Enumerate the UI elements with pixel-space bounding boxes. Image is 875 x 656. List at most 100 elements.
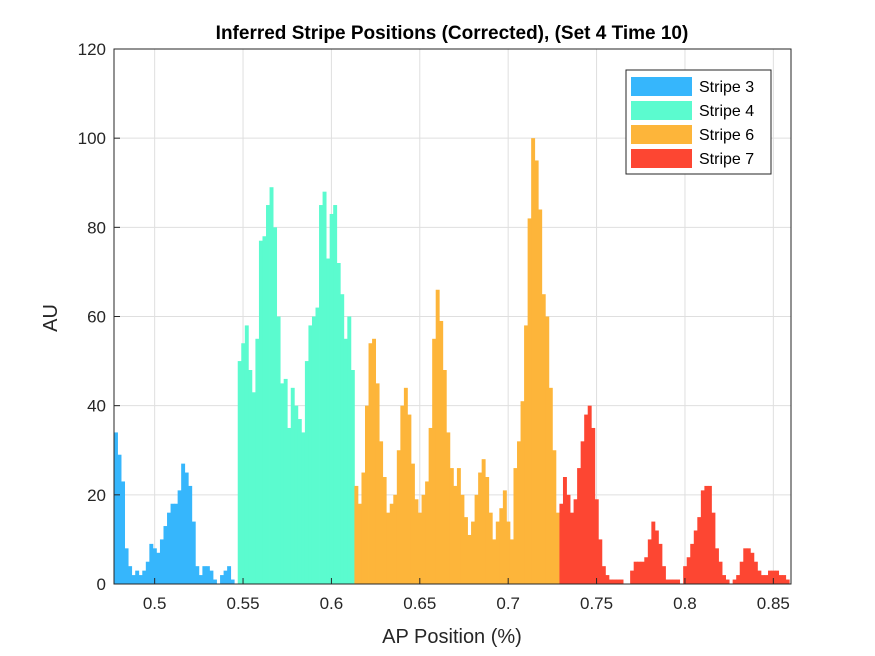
- bar-stripe-4-20: [630, 570, 635, 584]
- bar-stripe-1-18: [177, 490, 182, 584]
- x-tick-label-0: 0.5: [143, 594, 167, 613]
- bar-stripe-3-57: [555, 512, 560, 584]
- bar-stripe-1-12: [156, 552, 161, 584]
- y-tick-label-4: 80: [87, 218, 106, 237]
- bar-stripe-1-11: [152, 548, 157, 584]
- bar-stripe-3-20: [425, 481, 430, 584]
- bar-stripe-2-17: [297, 419, 302, 584]
- bar-stripe-3-24: [439, 320, 444, 584]
- bar-stripe-4-16: [616, 579, 620, 584]
- bar-stripe-4-23: [640, 561, 645, 584]
- bar-stripe-3-4: [368, 343, 373, 584]
- bar-stripe-3-21: [428, 427, 433, 584]
- bar-stripe-1-25: [202, 566, 207, 584]
- bar-stripe-2-21: [311, 316, 316, 584]
- bar-stripe-1-13: [159, 539, 164, 584]
- bar-stripe-4-4: [573, 499, 578, 584]
- bar-stripe-4-17: [619, 579, 624, 584]
- bar-stripe-2-27: [333, 205, 338, 584]
- bar-stripe-4-29: [661, 566, 666, 584]
- bar-stripe-4-33: [676, 579, 681, 584]
- bar-stripe-3-8: [382, 477, 387, 584]
- bar-stripe-3-48: [524, 325, 529, 584]
- bar-stripe-2-28: [336, 263, 341, 584]
- bar-stripe-3-46: [517, 441, 521, 584]
- bar-stripe-3-54: [545, 316, 550, 584]
- bar-stripe-4-32: [672, 579, 677, 584]
- bar-stripe-4-35: [683, 566, 688, 584]
- bar-stripe-2-13: [283, 378, 288, 584]
- bar-stripe-3-45: [513, 468, 518, 584]
- bar-stripe-3-32: [467, 534, 472, 584]
- bar-stripe-3-10: [389, 503, 394, 584]
- bar-stripe-3-37: [485, 477, 490, 584]
- bar-stripe-1-22: [191, 521, 196, 584]
- y-tick-label-5: 100: [78, 129, 106, 148]
- bar-stripe-1-20: [184, 472, 189, 584]
- bar-stripe-3-50: [531, 138, 536, 584]
- legend-swatch-2: [631, 101, 692, 120]
- bar-stripe-2-30: [343, 338, 348, 584]
- bar-stripe-3-40: [495, 521, 500, 584]
- bar-stripe-4-27: [654, 530, 659, 584]
- bar-stripe-1-30: [220, 575, 224, 584]
- bar-stripe-4-1: [562, 477, 567, 584]
- bar-stripe-3-47: [520, 401, 525, 584]
- bar-stripe-1-10: [149, 543, 154, 584]
- bar-stripe-3-44: [509, 539, 514, 584]
- legend-label-1: Stripe 3: [699, 79, 754, 96]
- bar-stripe-2-9: [269, 187, 274, 585]
- bar-stripe-3-26: [446, 432, 451, 584]
- bar-stripe-4-60: [771, 570, 776, 584]
- bar-stripe-1-8: [142, 570, 147, 584]
- bar-stripe-4-14: [608, 579, 613, 584]
- bar-stripe-2-23: [319, 205, 323, 584]
- bar-stripe-2-24: [322, 191, 327, 584]
- bar-stripe-4-31: [669, 579, 673, 584]
- bar-stripe-1-19: [181, 463, 186, 584]
- legend: Stripe 3 Stripe 4 Stripe 6 Stripe 7: [625, 69, 772, 175]
- bar-stripe-3-11: [393, 494, 398, 584]
- bar-stripe-3-27: [449, 468, 454, 584]
- bar-stripe-4-40: [700, 490, 705, 584]
- bar-stripe-1-26: [205, 566, 210, 584]
- bar-stripe-4-41: [704, 485, 709, 584]
- bar-stripe-2-12: [280, 383, 285, 584]
- bar-stripe-3-36: [481, 459, 486, 584]
- bar-stripe-1-0: [114, 432, 118, 584]
- bar-stripe-4-39: [697, 517, 702, 584]
- bar-stripe-3-43: [506, 521, 511, 584]
- bar-stripe-1-33: [230, 579, 235, 584]
- bar-stripe-3-41: [499, 508, 504, 584]
- bar-stripe-4-25: [647, 539, 652, 584]
- bar-stripe-2-16: [294, 405, 299, 584]
- bar-stripe-4-2: [566, 494, 571, 584]
- bar-stripe-3-30: [460, 494, 465, 584]
- bar-stripe-4-24: [644, 557, 649, 584]
- bar-stripe-2-0: [237, 361, 242, 584]
- bar-stripe-4-42: [707, 485, 712, 584]
- bar-stripe-2-7: [262, 236, 267, 584]
- bar-stripe-3-42: [502, 490, 507, 584]
- bar-stripe-4-52: [743, 548, 748, 584]
- bar-stripe-3-25: [442, 370, 447, 584]
- bar-stripe-3-35: [478, 472, 483, 584]
- bar-stripe-2-10: [273, 227, 278, 585]
- bar-stripe-3-23: [435, 289, 440, 584]
- bar-stripe-3-19: [421, 494, 426, 584]
- bar-stripe-4-7: [584, 414, 589, 584]
- bar-stripe-2-11: [276, 316, 281, 584]
- bar-stripe-4-61: [775, 570, 780, 584]
- bar-stripe-4-0: [559, 503, 564, 584]
- bar-stripe-4-36: [686, 557, 691, 584]
- bar-stripe-2-19: [304, 361, 309, 584]
- bar-stripe-1-4: [128, 566, 133, 584]
- bar-stripe-4-55: [753, 561, 758, 584]
- bar-stripe-1-27: [209, 570, 214, 584]
- bar-stripe-2-8: [266, 205, 270, 584]
- bar-stripe-4-21: [633, 561, 638, 584]
- bar-stripe-3-52: [538, 209, 543, 584]
- bar-stripe-1-15: [167, 512, 171, 584]
- bar-stripe-2-2: [244, 325, 249, 584]
